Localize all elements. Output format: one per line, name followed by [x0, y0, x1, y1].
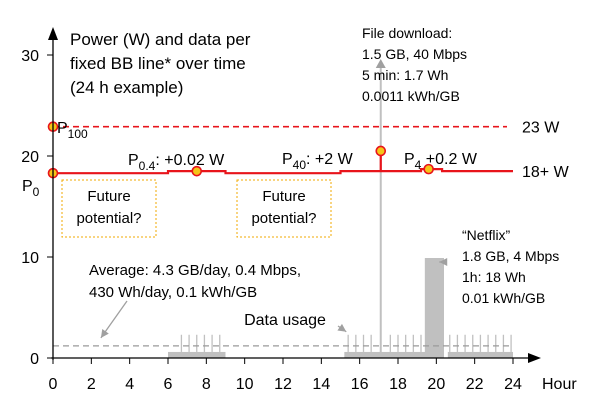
y-tick-label-0: 0 — [30, 351, 39, 368]
future-potential-2-line-0: Future — [262, 188, 305, 205]
data-usage-label: Data usage — [244, 312, 326, 329]
x-tick-label-8: 16 — [351, 376, 369, 393]
data-bar-netflix — [424, 258, 444, 358]
future-potential-1-line-0: Future — [87, 188, 130, 205]
chart-title-line-2: (24 h example) — [70, 78, 183, 97]
power-marker-3 — [375, 145, 387, 157]
marker-label-subscript: 0 — [33, 185, 40, 199]
marker-label-2: P0.4: +0.02 W — [128, 152, 225, 173]
power-profile-label: 18+ W — [522, 164, 570, 181]
marker-label-subscript: 0.4 — [139, 159, 156, 173]
x-axis-arrow — [528, 353, 541, 363]
netflix-annotation-line-2: 1h: 18 Wh — [462, 269, 526, 285]
marker-label-3: P40: +2 W — [282, 151, 354, 172]
x-tick-label-0: 0 — [49, 376, 58, 393]
marker-label-0: P100 — [57, 120, 88, 141]
download-annotation-line-2: 5 min: 1.7 Wh — [362, 67, 448, 83]
y-tick-label-2: 20 — [21, 149, 39, 166]
average-annotation-line-0: Average: 4.3 GB/day, 0.4 Mbps, — [89, 262, 301, 279]
power-profile-line — [53, 168, 513, 175]
netflix-annotation-line-1: 1.8 GB, 4 Mbps — [462, 248, 559, 264]
x-tick-label-6: 12 — [274, 376, 292, 393]
x-tick-label-4: 8 — [202, 376, 211, 393]
annotation-arrow-head-2 — [439, 257, 448, 266]
chart-title-line-0: Power (W) and data per — [70, 30, 251, 49]
download-annotation-line-1: 1.5 GB, 40 Mbps — [362, 46, 467, 62]
average-annotation-line-1: 430 Wh/day, 0.1 kWh/GB — [89, 284, 257, 301]
marker-label-subscript: 100 — [68, 127, 88, 141]
future-potential-1-line-1: potential? — [76, 210, 141, 227]
x-tick-label-10: 20 — [427, 376, 445, 393]
x-tick-label-5: 10 — [236, 376, 254, 393]
data-bar-low-1 — [344, 351, 429, 358]
marker-label-subscript: 4 — [415, 158, 422, 172]
marker-label-letter: P — [404, 151, 415, 168]
marker-label-delta: : +2 W — [306, 151, 354, 168]
download-annotation-line-0: File download: — [362, 25, 452, 41]
annotation-arrow-head-1 — [337, 323, 347, 332]
y-tick-label-3: 30 — [21, 48, 39, 65]
chart-title-line-1: fixed BB line* over time — [70, 54, 246, 73]
x-tick-label-11: 22 — [466, 376, 484, 393]
x-tick-label-9: 18 — [389, 376, 407, 393]
x-axis-label: Hour — [542, 376, 577, 393]
future-potential-2-line-1: potential? — [251, 210, 316, 227]
y-tick-label-1: 10 — [21, 250, 39, 267]
x-tick-label-1: 2 — [87, 376, 96, 393]
x-tick-label-3: 6 — [164, 376, 173, 393]
data-bar-low-2 — [447, 351, 513, 358]
marker-label-delta: : +0.02 W — [155, 152, 225, 169]
marker-label-4: P4 +0.2 W — [404, 151, 478, 172]
netflix-annotation-line-3: 0.01 kWh/GB — [462, 290, 545, 306]
marker-label-delta: +0.2 W — [421, 151, 477, 168]
power-marker-2 — [191, 165, 203, 177]
marker-label-1: P0 — [22, 178, 40, 199]
y-axis-arrow — [48, 27, 58, 40]
netflix-annotation-line-0: “Netflix” — [462, 227, 511, 243]
data-bar-low-0 — [168, 351, 226, 358]
power-marker-4 — [423, 163, 434, 175]
annotation-arrow-head-0 — [100, 329, 109, 338]
marker-label-letter: P — [57, 120, 68, 137]
marker-label-subscript: 40 — [293, 158, 307, 172]
max-power-label: 23 W — [522, 120, 560, 137]
download-arrow-head — [375, 59, 386, 68]
marker-label-letter: P — [282, 151, 293, 168]
x-tick-label-7: 14 — [312, 376, 330, 393]
marker-label-letter: P — [22, 178, 33, 195]
future-potential-box-1 — [61, 179, 157, 238]
future-potential-box-2 — [236, 179, 332, 238]
x-tick-label-12: 24 — [504, 376, 522, 393]
marker-label-letter: P — [128, 152, 139, 169]
x-tick-label-2: 4 — [125, 376, 134, 393]
download-annotation-line-3: 0.0011 kWh/GB — [362, 88, 460, 104]
